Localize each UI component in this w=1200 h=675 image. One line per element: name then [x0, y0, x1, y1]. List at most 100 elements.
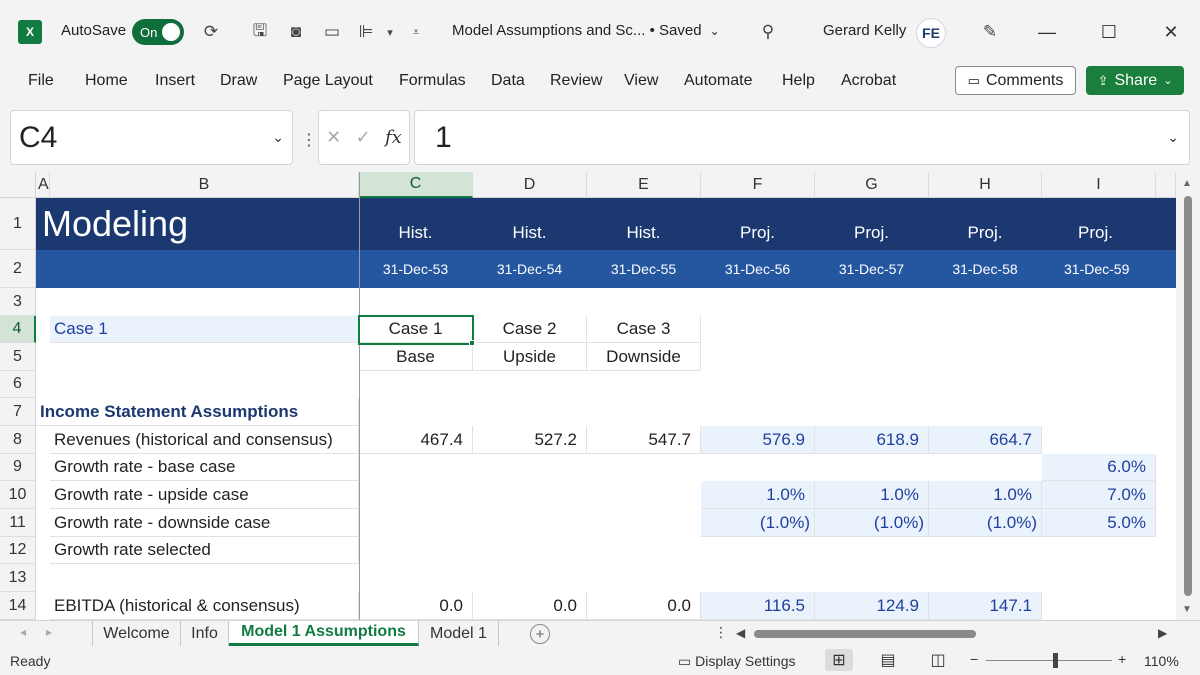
document-title[interactable]: Model Assumptions and Sc... • Saved ⌄	[452, 22, 720, 39]
column-header-j[interactable]	[1156, 172, 1176, 198]
tab-view[interactable]: View	[624, 72, 659, 89]
case-name-cell[interactable]: Case 3	[587, 316, 701, 343]
row-header-14[interactable]: 14	[0, 592, 36, 620]
row-header-8[interactable]: 8	[0, 426, 36, 454]
column-header-i[interactable]: I	[1042, 172, 1156, 198]
case-description-cell[interactable]: Base	[359, 343, 473, 371]
search-icon[interactable]: ⚲	[761, 22, 775, 41]
sheet-title[interactable]: Modeling	[36, 198, 359, 250]
tab-page-layout[interactable]: Page Layout	[283, 72, 373, 89]
refresh-save-icon[interactable]: ⟳	[203, 22, 219, 41]
value-cell[interactable]: 527.2	[473, 426, 587, 454]
column-header-e[interactable]: E	[587, 172, 701, 198]
next-sheet-icon[interactable]: ▸	[46, 625, 53, 639]
zoom-slider-track[interactable]	[986, 660, 1112, 661]
scroll-left-icon[interactable]: ◀	[736, 626, 746, 640]
line-item-label[interactable]: Growth rate - base case	[50, 454, 359, 481]
period-date-cell[interactable]: 31-Dec-57	[815, 250, 929, 288]
input-cell[interactable]: 1.0%	[701, 481, 815, 509]
maximize-icon[interactable]: ☐	[1100, 21, 1118, 42]
period-type-cell[interactable]: Proj.	[929, 198, 1042, 250]
period-date-cell[interactable]: 31-Dec-55	[587, 250, 701, 288]
spreadsheet-grid[interactable]: A B C D E F G H I 1 2 3 4 5 6 7 8 9 10 1…	[0, 172, 1200, 620]
input-cell[interactable]: 7.0%	[1042, 481, 1156, 509]
period-type-cell[interactable]: Proj.	[815, 198, 929, 250]
column-header-f[interactable]: F	[701, 172, 815, 198]
row-header-10[interactable]: 10	[0, 481, 36, 509]
tab-draw[interactable]: Draw	[220, 72, 258, 89]
page-break-view-icon[interactable]: ◫	[930, 652, 946, 669]
scroll-right-icon[interactable]: ▶	[1158, 626, 1168, 640]
sheet-tab-info[interactable]: Info	[181, 621, 229, 646]
column-header-g[interactable]: G	[815, 172, 929, 198]
column-header-b[interactable]: B	[50, 172, 359, 198]
zoom-slider-thumb[interactable]	[1053, 653, 1059, 668]
input-cell[interactable]: 1.0%	[929, 481, 1042, 509]
vertical-scrollbar[interactable]: ▲ ▼	[1176, 172, 1200, 620]
align-icon[interactable]: ⊫	[358, 22, 374, 41]
add-sheet-icon[interactable]: +	[530, 624, 550, 644]
zoom-in-button[interactable]: +	[1118, 651, 1127, 667]
sheet-tab-model-1-assumptions[interactable]: Model 1 Assumptions	[229, 621, 419, 646]
period-type-cell[interactable]: Hist.	[473, 198, 587, 250]
share-button[interactable]: ⇪ Share ⌄	[1086, 66, 1184, 95]
select-all-corner[interactable]	[0, 172, 36, 198]
row-header-3[interactable]: 3	[0, 288, 36, 316]
scroll-up-icon[interactable]: ▲	[1182, 178, 1192, 189]
input-cell[interactable]: 1.0%	[815, 481, 929, 509]
value-cell[interactable]: 0.0	[473, 592, 587, 620]
prev-sheet-icon[interactable]: ◂	[20, 625, 27, 639]
user-name[interactable]: Gerard Kelly	[823, 22, 907, 39]
row-header-9[interactable]: 9	[0, 454, 36, 481]
period-type-cell[interactable]: Hist.	[587, 198, 701, 250]
tab-acrobat[interactable]: Acrobat	[841, 72, 897, 89]
sheet-tab-model-1[interactable]: Model 1	[419, 621, 499, 646]
camera-icon[interactable]: ◙	[290, 22, 302, 41]
close-icon[interactable]: ✕	[1163, 21, 1179, 42]
tab-help[interactable]: Help	[782, 72, 815, 89]
period-date-cell[interactable]: 31-Dec-58	[929, 250, 1042, 288]
column-header-d[interactable]: D	[473, 172, 587, 198]
period-date-cell[interactable]: 31-Dec-53	[359, 250, 473, 288]
row-header-6[interactable]: 6	[0, 371, 36, 398]
input-cell[interactable]: 576.9	[701, 426, 815, 454]
row-header-11[interactable]: 11	[0, 509, 36, 537]
tab-insert[interactable]: Insert	[155, 72, 196, 89]
comments-button[interactable]: ▭ Comments	[955, 66, 1076, 95]
customize-quick-access-icon[interactable]: ⩡	[412, 24, 420, 39]
input-cell[interactable]: 6.0%	[1042, 454, 1156, 481]
row-header-13[interactable]: 13	[0, 564, 36, 592]
fill-handle[interactable]	[469, 340, 475, 346]
more-options-icon[interactable]: ⋮	[301, 132, 317, 149]
input-cell[interactable]: (1.0%)	[815, 509, 929, 537]
column-header-c[interactable]: C	[359, 172, 473, 198]
scroll-down-icon[interactable]: ▼	[1182, 604, 1192, 615]
cancel-icon[interactable]: ✕	[326, 127, 342, 147]
input-cell[interactable]: 124.9	[815, 592, 929, 620]
input-cell[interactable]: 618.9	[815, 426, 929, 454]
header-band-cell[interactable]	[36, 250, 359, 288]
page-layout-view-icon[interactable]: ▤	[880, 652, 896, 669]
zoom-out-button[interactable]: −	[970, 651, 979, 667]
row-header-4[interactable]: 4	[0, 316, 36, 343]
chevron-down-icon[interactable]: ⌄	[1167, 129, 1179, 145]
name-box[interactable]: C4 ⌄	[10, 110, 293, 165]
tab-file[interactable]: File	[28, 72, 54, 89]
value-cell[interactable]: 0.0	[587, 592, 701, 620]
input-cell[interactable]: (1.0%)	[701, 509, 815, 537]
print-preview-icon[interactable]: ▭	[323, 22, 341, 41]
normal-view-icon[interactable]: ⊞	[825, 649, 853, 671]
save-icon[interactable]: 🖫	[252, 20, 268, 40]
autosave-toggle[interactable]: On	[132, 19, 184, 45]
input-cell[interactable]: 116.5	[701, 592, 815, 620]
row-header-1[interactable]: 1	[0, 198, 36, 250]
row-header-12[interactable]: 12	[0, 537, 36, 564]
row-header-7[interactable]: 7	[0, 398, 36, 426]
check-icon[interactable]: ✓	[355, 127, 371, 147]
row-header-5[interactable]: 5	[0, 343, 36, 371]
case-label-cell[interactable]: Case 1	[50, 316, 359, 343]
case-description-cell[interactable]: Upside	[473, 343, 587, 371]
period-date-cell[interactable]: 31-Dec-54	[473, 250, 587, 288]
pen-icon[interactable]: ✎	[982, 22, 998, 41]
case-name-cell[interactable]: Case 2	[473, 316, 587, 343]
